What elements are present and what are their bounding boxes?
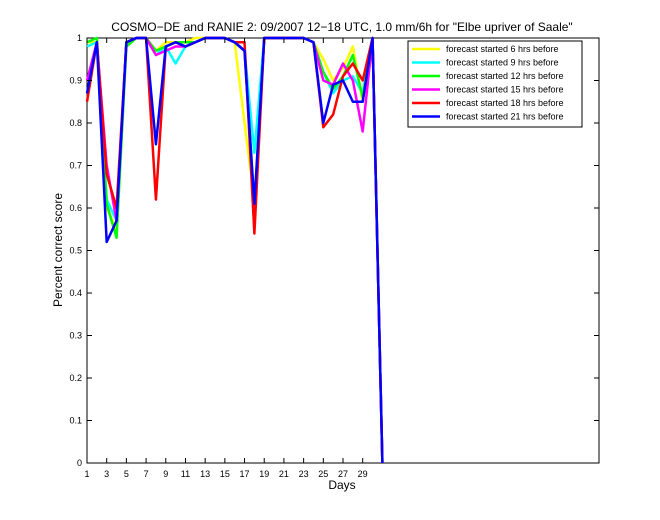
x-axis-label: Days [328,478,355,492]
series-layer [85,36,384,464]
legend-label-6: forecast started 21 hrs before [446,112,564,122]
x-tick-label: 5 [124,469,129,479]
legend-label-3: forecast started 12 hrs before [446,71,564,81]
legend-label-4: forecast started 15 hrs before [446,85,564,95]
y-tick-label: 0.1 [69,416,82,426]
x-tick-label: 25 [318,469,328,479]
chart-title: COSMO−DE and RANIE 2: 09/2007 12−18 UTC,… [111,20,572,34]
legend-box [407,40,583,128]
legend: forecast started 6 hrs before forecast st… [407,40,583,128]
legend-label-1: forecast started 6 hrs before [446,44,559,54]
y-tick-label: 0.5 [69,246,82,256]
x-tick-label: 27 [338,469,348,479]
x-tick-label: 21 [279,469,289,479]
legend-label-2: forecast started 9 hrs before [446,58,559,68]
y-axis-label: Percent correct score [51,193,65,307]
x-tick-label: 23 [299,469,309,479]
y-tick-label: 0.7 [69,161,82,171]
x-tick-label: 17 [240,469,250,479]
y-tick-label: 0.6 [69,203,82,213]
y-tick-label: 0.9 [69,76,82,86]
x-tick-label: 1 [84,469,89,479]
series-line-6 [85,36,384,464]
y-tick-label: 0.8 [69,118,82,128]
y-tick-label: 0.4 [69,288,82,298]
tick-layer: 1 3 5 7 9 11 13 15 17 19 21 23 25 27 2900.10.20.30.40.… [69,33,599,479]
y-tick-label: 1 [77,33,82,43]
x-tick-label: 3 [104,469,109,479]
x-tick-label: 29 [358,469,368,479]
x-tick-label: 13 [200,469,210,479]
legend-label-5: forecast started 18 hrs before [446,98,564,108]
y-tick-label: 0 [77,458,82,468]
y-tick-label: 0.2 [69,373,82,383]
x-tick-label: 11 [181,469,190,479]
x-tick-label: 19 [259,469,269,479]
x-tick-label: 15 [220,469,230,479]
x-tick-label: 9 [163,469,168,479]
y-tick-label: 0.3 [69,331,82,341]
x-tick-label: 7 [144,469,149,479]
